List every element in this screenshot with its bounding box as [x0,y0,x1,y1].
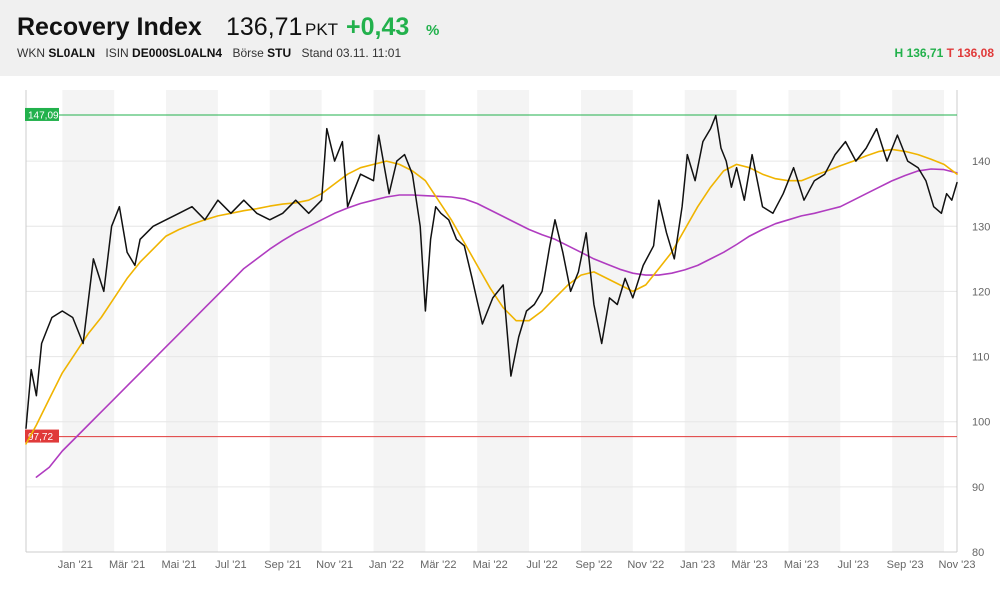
wkn-value: SL0ALN [48,46,96,60]
quote-header: Recovery Index 136,71 PKT +0,43 % WKN SL… [0,0,1000,76]
y-tick-label: 120 [972,286,990,298]
instrument-title: Recovery Index [17,13,202,41]
chart-band [684,90,737,552]
x-tick-label: Mär '22 [420,559,456,571]
price-change: +0,43 [346,13,410,41]
x-tick-label: Jul '23 [838,559,869,571]
wkn-label: WKN [17,46,45,60]
y-tick-label: 130 [972,221,990,233]
low-label: T [946,46,954,60]
high-value: 136,71 [906,46,944,60]
stand-label: Stand [301,46,333,60]
chart-band [788,90,841,552]
last-price: 136,71 [226,13,303,41]
price-change-percent-symbol: % [426,22,440,39]
x-tick-label: Jan '22 [369,559,404,571]
x-tick-label: Sep '22 [575,559,612,571]
x-tick-label: Jul '21 [215,559,246,571]
stand-value: 03.11. 11:01 [336,46,402,60]
high-label: H [894,46,904,60]
series-line-sma-short [25,148,958,445]
series-line-price [25,114,958,429]
x-tick-label: Mai '22 [473,559,508,571]
x-tick-label: Nov '21 [316,559,353,571]
exchange-value: STU [267,46,292,60]
high-low: H 136,71 T 136,08 [895,46,994,60]
y-tick-label: 110 [972,352,990,364]
x-tick-label: Jan '23 [680,559,715,571]
x-tick-label: Mai '21 [161,559,196,571]
reference-label-box [25,107,59,121]
price-chart[interactable]: 80 90 100 110 120 130 140 Jan '21 Mär '21 Mai '21… [0,76,1000,596]
x-tick-label: Mär '21 [109,559,145,571]
x-tick-label: Nov '23 [939,559,976,571]
instrument-meta: WKN SL0ALN ISIN DE000SL0ALN4 Börse STU S… [17,46,401,60]
y-tick-label: 140 [972,156,990,168]
price-unit: PKT [305,20,339,39]
x-tick-label: Sep '21 [264,559,301,571]
exchange-label: Börse [232,46,264,60]
x-tick-label: Jul '22 [526,559,557,571]
low-value: 136,08 [957,46,994,60]
x-tick-label: Nov '22 [627,559,664,571]
x-tick-label: Jan '21 [58,559,93,571]
chart-band [580,90,633,552]
y-tick-label: 100 [972,417,990,429]
chart-band [373,90,426,552]
isin-value: DE000SL0ALN4 [132,46,223,60]
x-tick-label: Mai '23 [784,559,819,571]
chart-area[interactable]: 80 90 100 110 120 130 140 Jan '21 Mär '21 Mai '21… [0,76,1000,596]
chart-band [269,90,322,552]
reference-label-box [25,429,59,443]
isin-label: ISIN [105,46,129,60]
chart-band [892,90,945,552]
x-tick-label: Mär '23 [731,559,767,571]
y-tick-label: 80 [972,547,984,559]
series-line-sma-long [35,168,958,478]
chart-band [62,90,115,552]
x-tick-label: Sep '23 [887,559,924,571]
reference-label: 147,09 [28,110,59,121]
y-tick-label: 90 [972,482,984,494]
reference-label: 97,72 [28,432,53,443]
